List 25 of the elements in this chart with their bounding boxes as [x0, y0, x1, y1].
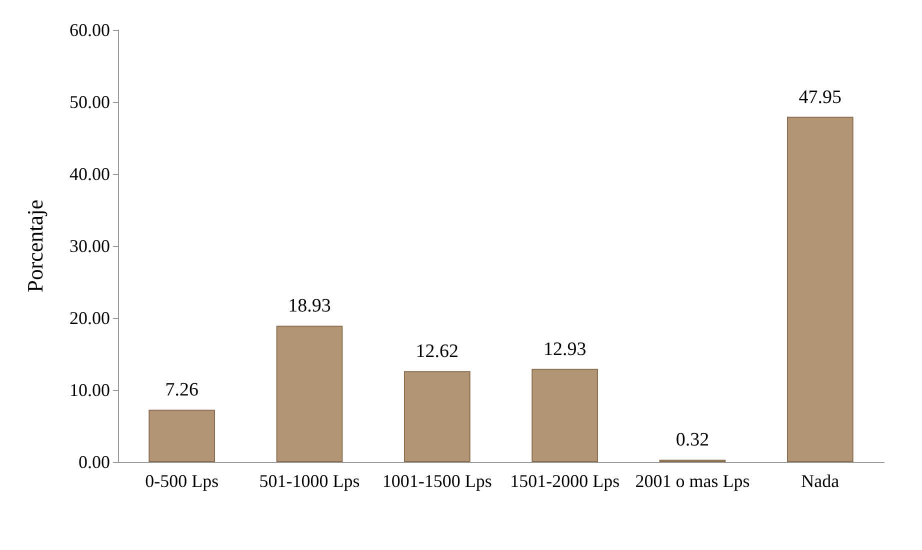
data-label: 18.93: [288, 296, 331, 317]
data-label: 0.32: [676, 430, 710, 451]
bar: [786, 116, 854, 462]
y-tick-label: 50.00: [70, 92, 110, 112]
y-tick-label: 10.00: [70, 380, 110, 400]
y-tick-label: 30.00: [70, 236, 110, 256]
data-label: 7.26: [165, 380, 198, 401]
y-tick-label: 20.00: [70, 308, 110, 328]
y-axis-title: Porcentaje: [22, 200, 48, 292]
x-tick-label: 501-1000 Lps: [259, 471, 360, 491]
y-tick-label: 60.00: [70, 20, 110, 40]
x-tick-label: 1001-1500 Lps: [382, 471, 492, 491]
x-tick-label: 0-500 Lps: [145, 471, 219, 491]
bar: [404, 371, 470, 462]
bar: [276, 326, 343, 462]
data-label: 12.93: [543, 338, 586, 360]
bar: [532, 368, 598, 462]
data-label: 47.95: [798, 86, 842, 108]
y-tick-label: 0.00: [78, 452, 110, 472]
x-tick-label: 2001 o mas Lps: [635, 471, 750, 491]
data-label: 12.62: [416, 341, 459, 362]
x-tick-label: Nada: [801, 471, 840, 491]
x-tick-label: 1501-2000 Lps: [510, 471, 620, 491]
y-tick-label: 40.00: [70, 164, 110, 184]
bar: [148, 410, 216, 462]
